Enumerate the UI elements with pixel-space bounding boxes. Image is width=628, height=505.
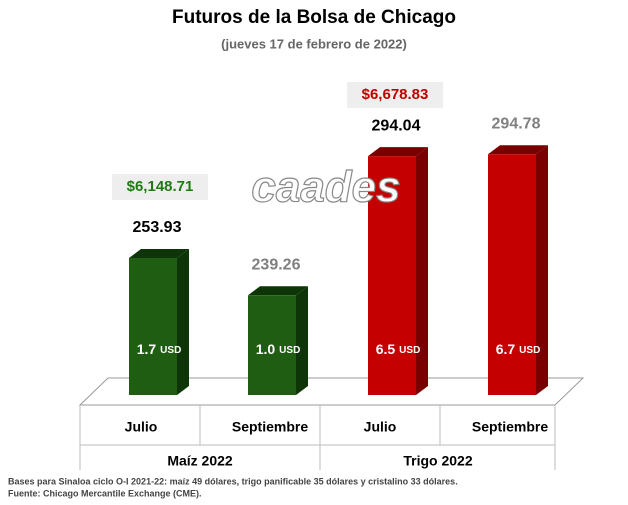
chart-subtitle: (jueves 17 de febrero de 2022) xyxy=(221,36,407,51)
x-tick-label: Septiembre xyxy=(232,419,308,435)
bar-front xyxy=(248,295,296,395)
change-value: 1.7 xyxy=(137,341,157,357)
bar-side xyxy=(296,286,308,395)
bar-top xyxy=(248,286,308,296)
change-unit: USD xyxy=(160,345,181,356)
bar xyxy=(488,145,548,395)
x-tick-label: Julio xyxy=(364,419,397,435)
x-tick-label: Septiembre xyxy=(472,419,548,435)
bar xyxy=(368,147,428,395)
footnote: Fuente: Chicago Mercantile Exchange (CME… xyxy=(8,488,202,498)
change-label: 6.7 USD xyxy=(496,341,541,357)
price-label: $6,148.71 xyxy=(127,178,194,195)
price-box xyxy=(112,174,208,200)
change-value: 1.0 xyxy=(256,341,276,357)
value-label: 294.78 xyxy=(492,115,541,132)
value-label: 294.04 xyxy=(372,117,421,134)
floor xyxy=(78,377,585,406)
change-label: 6.5 USD xyxy=(376,341,421,357)
bar-top xyxy=(368,147,428,157)
group-label: Trigo 2022 xyxy=(403,453,472,469)
bar xyxy=(129,249,189,395)
change-value: 6.5 xyxy=(376,341,396,357)
price-label: $6,678.83 xyxy=(362,86,429,103)
change-label: 1.7 USD xyxy=(137,341,182,357)
value-label: 239.26 xyxy=(252,256,301,273)
watermark: caades xyxy=(251,163,400,212)
change-label: 1.0 USD xyxy=(256,341,301,357)
change-value: 6.7 xyxy=(496,341,516,357)
footnote: Bases para Sinaloa ciclo O-I 2021-22: ma… xyxy=(8,476,458,486)
x-tick-label: Julio xyxy=(125,419,158,435)
bar-front xyxy=(368,156,416,395)
chart-title: Futuros de la Bolsa de Chicago xyxy=(172,7,456,28)
bar-front xyxy=(129,258,177,395)
bar-top xyxy=(129,249,189,259)
group-label: Maíz 2022 xyxy=(167,453,233,469)
bar-side xyxy=(416,147,428,395)
bar-side xyxy=(536,145,548,395)
change-unit: USD xyxy=(399,345,420,356)
bar-side xyxy=(177,249,189,395)
bar xyxy=(248,286,308,395)
change-unit: USD xyxy=(519,345,540,356)
bar-top xyxy=(488,145,548,155)
change-unit: USD xyxy=(279,345,300,356)
price-box xyxy=(347,82,443,108)
value-label: 253.93 xyxy=(133,219,182,236)
bar-front xyxy=(488,154,536,395)
